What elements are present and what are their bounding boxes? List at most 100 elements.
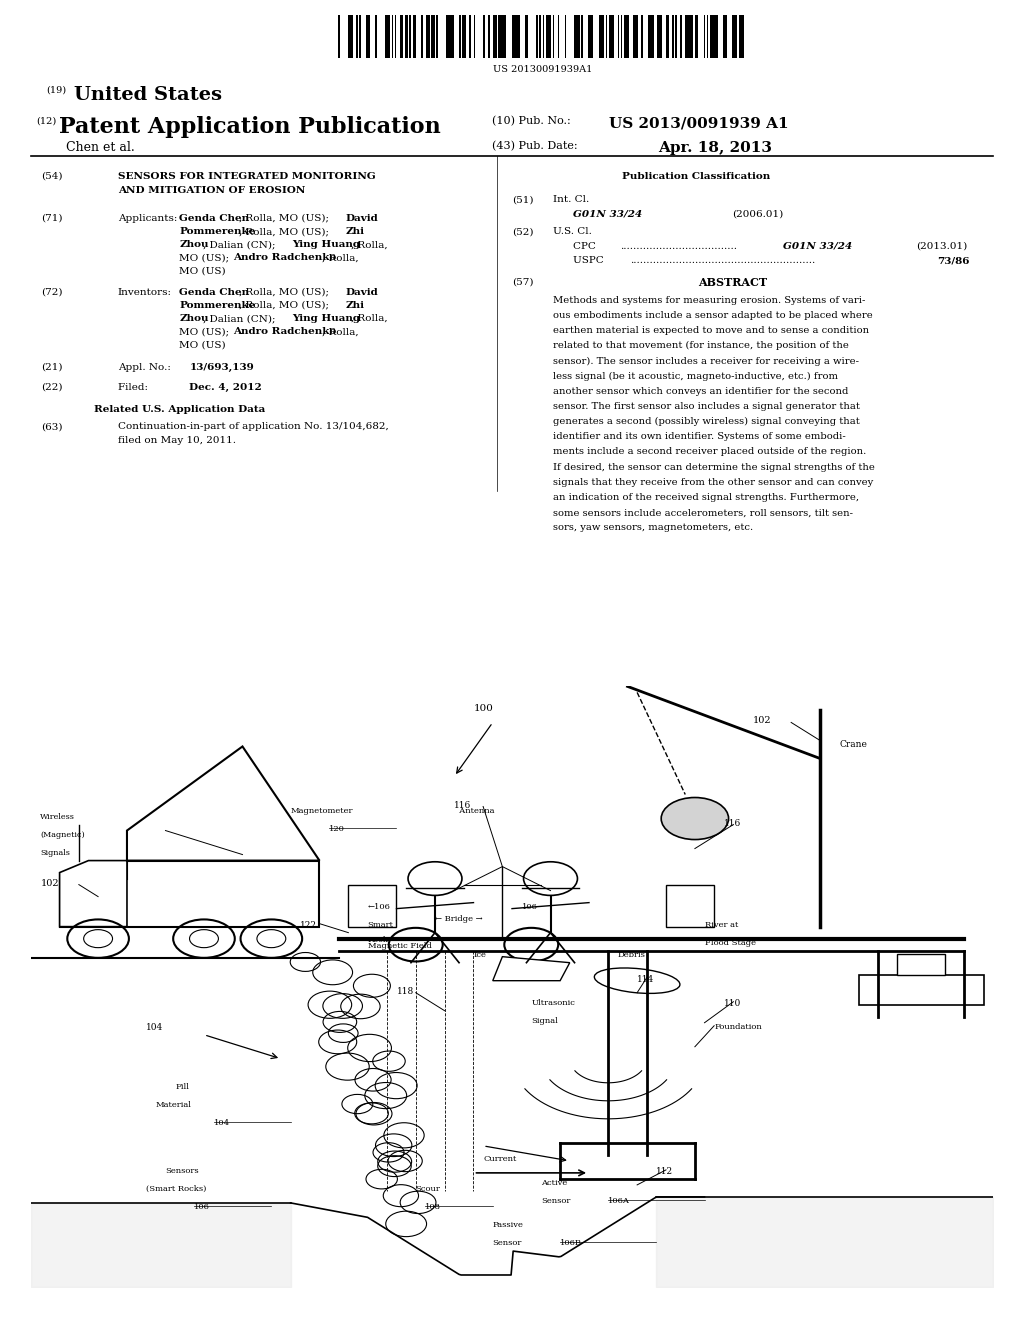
Text: Pommerenke: Pommerenke — [179, 301, 255, 310]
Text: 108: 108 — [425, 1203, 441, 1210]
Bar — [394, 15, 396, 58]
Bar — [385, 15, 390, 58]
Bar — [431, 15, 434, 58]
Text: Fill: Fill — [175, 1082, 189, 1090]
Text: Rock: Rock — [368, 936, 389, 944]
Text: Sensor: Sensor — [541, 1197, 570, 1205]
Text: U.S. Cl.: U.S. Cl. — [553, 227, 592, 236]
Text: Ying Huang: Ying Huang — [292, 240, 360, 249]
Text: 102: 102 — [40, 879, 59, 887]
Text: 106A: 106A — [608, 1197, 630, 1205]
Text: Andro Radchenko: Andro Radchenko — [232, 327, 336, 337]
Text: 102: 102 — [753, 717, 771, 726]
Bar — [421, 15, 423, 58]
Bar — [391, 15, 393, 58]
Text: US 2013/0091939 A1: US 2013/0091939 A1 — [609, 116, 788, 131]
Text: AND MITIGATION OF EROSION: AND MITIGATION OF EROSION — [118, 186, 305, 195]
Bar — [606, 15, 607, 58]
Text: Signals: Signals — [40, 849, 71, 857]
Text: (71): (71) — [41, 214, 62, 223]
Polygon shape — [127, 747, 319, 861]
Bar — [359, 15, 361, 58]
Text: MO (US): MO (US) — [179, 341, 226, 350]
Text: Publication Classification: Publication Classification — [623, 172, 770, 181]
Text: Zhi: Zhi — [345, 301, 365, 310]
Bar — [546, 15, 551, 58]
Text: , Rolla, MO (US);: , Rolla, MO (US); — [239, 214, 332, 223]
Bar — [588, 15, 594, 58]
Text: , Rolla, MO (US);: , Rolla, MO (US); — [239, 227, 332, 236]
Bar — [537, 15, 538, 58]
Bar — [499, 15, 506, 58]
Text: Antenna: Antenna — [455, 807, 495, 814]
Text: Applicants:: Applicants: — [118, 214, 177, 223]
Text: ←106: ←106 — [368, 903, 390, 911]
Bar — [609, 15, 614, 58]
Text: 104: 104 — [146, 1023, 164, 1032]
Bar — [558, 15, 559, 58]
Bar — [399, 15, 403, 58]
Text: some sensors include accelerometers, roll sensors, tilt sen-: some sensors include accelerometers, rol… — [553, 508, 853, 517]
Text: Magnetic Field: Magnetic Field — [368, 941, 431, 949]
Text: David: David — [345, 288, 378, 297]
Text: 112: 112 — [656, 1167, 674, 1176]
Text: Patent Application Publication: Patent Application Publication — [59, 116, 441, 139]
Bar — [494, 15, 497, 58]
Bar — [564, 15, 566, 58]
Bar — [710, 15, 718, 58]
Bar — [621, 15, 623, 58]
Text: (63): (63) — [41, 422, 62, 432]
Text: (22): (22) — [41, 383, 62, 392]
Text: 114: 114 — [637, 974, 654, 983]
Bar — [356, 15, 357, 58]
Text: , Rolla,: , Rolla, — [351, 240, 388, 249]
Text: Active: Active — [541, 1179, 567, 1187]
Text: CPC: CPC — [573, 242, 600, 251]
Bar — [553, 15, 554, 58]
Text: an indication of the received signal strengths. Furthermore,: an indication of the received signal str… — [553, 492, 859, 502]
Bar — [582, 15, 583, 58]
Text: (Smart Rocks): (Smart Rocks) — [146, 1185, 207, 1193]
Bar — [897, 953, 945, 974]
Text: 100: 100 — [473, 705, 494, 713]
Text: ← Bridge →: ← Bridge → — [435, 915, 482, 923]
Text: Material: Material — [156, 1101, 191, 1109]
Text: less signal (be it acoustic, magneto-inductive, etc.) from: less signal (be it acoustic, magneto-ind… — [553, 371, 838, 380]
Text: 106: 106 — [195, 1203, 210, 1210]
Text: Crane: Crane — [840, 741, 867, 750]
Text: Flood Stage: Flood Stage — [705, 939, 756, 946]
Text: David: David — [345, 214, 378, 223]
Bar — [666, 884, 714, 927]
Bar — [656, 15, 663, 58]
Text: earthen material is expected to move and to sense a condition: earthen material is expected to move and… — [553, 326, 869, 335]
Text: 118: 118 — [396, 987, 414, 995]
Text: , Dalian (CN);: , Dalian (CN); — [203, 314, 279, 323]
Text: Filed:: Filed: — [118, 383, 171, 392]
Bar — [676, 15, 677, 58]
Text: (10) Pub. No.:: (10) Pub. No.: — [492, 116, 570, 127]
Text: Methods and systems for measuring erosion. Systems of vari-: Methods and systems for measuring erosio… — [553, 296, 865, 305]
Bar — [525, 15, 528, 58]
Text: G01N 33/24: G01N 33/24 — [783, 242, 853, 251]
Bar — [338, 15, 340, 58]
Text: Ice: Ice — [473, 950, 486, 958]
Polygon shape — [493, 957, 569, 981]
Bar — [680, 15, 682, 58]
Text: (2006.01): (2006.01) — [732, 210, 783, 219]
Text: , Rolla,: , Rolla, — [322, 253, 358, 263]
Text: Genda Chen: Genda Chen — [179, 288, 249, 297]
Text: 116: 116 — [455, 800, 471, 809]
Text: Current: Current — [483, 1155, 516, 1163]
Text: signals that they receive from the other sensor and can convey: signals that they receive from the other… — [553, 478, 873, 487]
Text: Chen et al.: Chen et al. — [66, 141, 134, 154]
Bar — [641, 15, 643, 58]
Bar — [474, 15, 475, 58]
Text: (2013.01): (2013.01) — [916, 242, 968, 251]
Text: (51): (51) — [512, 195, 534, 205]
Text: If desired, the sensor can determine the signal strengths of the: If desired, the sensor can determine the… — [553, 462, 874, 471]
Text: filed on May 10, 2011.: filed on May 10, 2011. — [118, 436, 236, 445]
Text: 116: 116 — [724, 818, 741, 828]
Bar — [648, 15, 653, 58]
Bar — [695, 15, 698, 58]
Text: ....................................: .................................... — [620, 242, 736, 251]
